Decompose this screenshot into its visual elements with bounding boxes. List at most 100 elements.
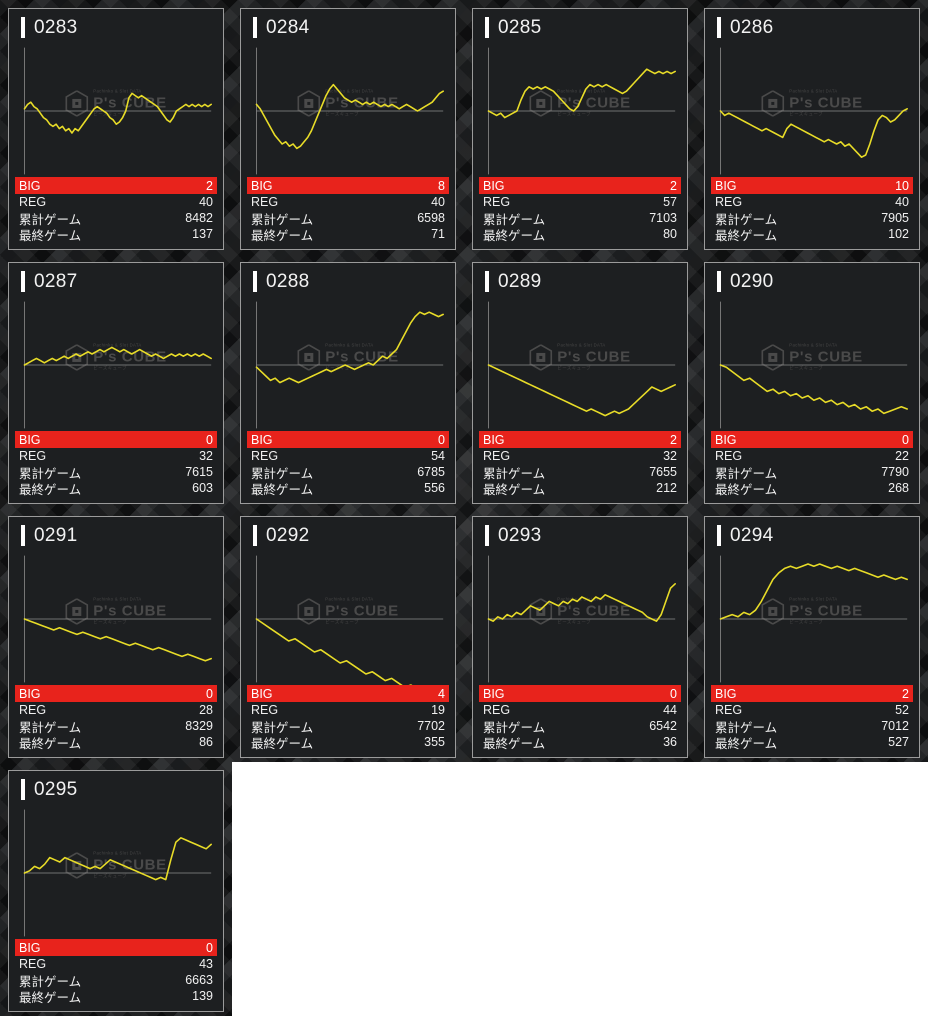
stat-label-last-games: 最終ゲーム	[715, 482, 778, 497]
stat-row-highlight: BIG 0	[15, 939, 217, 956]
stat-label-big: BIG	[715, 432, 737, 447]
stat-value-big: 0	[206, 686, 213, 701]
payout-line-chart	[483, 299, 677, 431]
machine-card-0288[interactable]: 0288 Pachinko & Slot DATA P's CUBE ピーズキューブ B…	[240, 262, 456, 504]
stat-value-last-games: 603	[192, 481, 213, 495]
stat-value-big: 2	[902, 686, 909, 701]
stats-table: BIG 0 REG 28 累計ゲーム 8329 最終ゲーム 86	[9, 685, 223, 757]
machine-card-0284[interactable]: 0284 Pachinko & Slot DATA P's CUBE ピーズキューブ B…	[240, 8, 456, 250]
stat-row: 累計ゲーム 7702	[247, 718, 449, 735]
stat-row: 累計ゲーム 7615	[15, 464, 217, 481]
machine-card-0291[interactable]: 0291 Pachinko & Slot DATA P's CUBE ピーズキューブ B…	[8, 516, 224, 758]
header-accent-bar-icon	[485, 270, 489, 292]
machine-card-slot: 0292 Pachinko & Slot DATA P's CUBE ピーズキューブ B…	[232, 508, 464, 762]
stat-row: 累計ゲーム 7790	[711, 464, 913, 481]
card-header: 0287	[9, 263, 223, 299]
stat-row: REG 44	[479, 702, 681, 718]
header-accent-bar-icon	[717, 524, 721, 546]
stat-row: REG 22	[711, 448, 913, 464]
stat-row: REG 40	[247, 194, 449, 210]
machine-card-slot: 0294 Pachinko & Slot DATA P's CUBE ピーズキューブ B…	[696, 508, 928, 762]
stats-table: BIG 10 REG 40 累計ゲーム 7905 最終ゲーム 102	[705, 177, 919, 249]
stat-label-reg: REG	[483, 449, 511, 463]
machine-card-0287[interactable]: 0287 Pachinko & Slot DATA P's CUBE ピーズキューブ B…	[8, 262, 224, 504]
stat-value-big: 0	[438, 432, 445, 447]
stat-label-big: BIG	[251, 432, 273, 447]
stat-label-last-games: 最終ゲーム	[19, 990, 82, 1005]
stat-value-last-games: 71	[431, 227, 445, 241]
stat-row: REG 32	[15, 448, 217, 464]
stat-label-reg: REG	[251, 449, 279, 463]
machine-number: 0289	[498, 270, 542, 292]
machine-card-0289[interactable]: 0289 Pachinko & Slot DATA P's CUBE ピーズキューブ B…	[472, 262, 688, 504]
machine-card-0294[interactable]: 0294 Pachinko & Slot DATA P's CUBE ピーズキューブ B…	[704, 516, 920, 758]
stat-row: 最終ゲーム 527	[711, 734, 913, 751]
machine-card-slot: 0289 Pachinko & Slot DATA P's CUBE ピーズキューブ B…	[464, 254, 696, 508]
stat-row: REG 40	[711, 194, 913, 210]
stat-row: 最終ゲーム 139	[15, 988, 217, 1005]
header-accent-bar-icon	[717, 16, 721, 38]
machine-card-0292[interactable]: 0292 Pachinko & Slot DATA P's CUBE ピーズキューブ B…	[240, 516, 456, 758]
stat-row: 最終ゲーム 71	[247, 226, 449, 243]
stat-row: REG 40	[15, 194, 217, 210]
machine-number: 0292	[266, 524, 310, 546]
stat-value-last-games: 80	[663, 227, 677, 241]
chart-area: Pachinko & Slot DATA P's CUBE ピーズキューブ	[251, 299, 445, 431]
machine-card-slot: 0290 Pachinko & Slot DATA P's CUBE ピーズキューブ B…	[696, 254, 928, 508]
stat-row: REG 19	[247, 702, 449, 718]
stat-value-total-games: 7905	[881, 211, 909, 225]
chart-area: Pachinko & Slot DATA P's CUBE ピーズキューブ	[483, 45, 677, 177]
stat-label-big: BIG	[19, 686, 41, 701]
stat-label-reg: REG	[715, 195, 743, 209]
empty-grid-area	[232, 762, 928, 1016]
stat-value-big: 8	[438, 178, 445, 193]
card-header: 0295	[9, 771, 223, 807]
stat-value-reg: 44	[663, 703, 677, 717]
card-header: 0285	[473, 9, 687, 45]
machine-card-0293[interactable]: 0293 Pachinko & Slot DATA P's CUBE ピーズキューブ B…	[472, 516, 688, 758]
machine-card-0295[interactable]: 0295 Pachinko & Slot DATA P's CUBE ピーズキューブ B…	[8, 770, 224, 1012]
machine-card-slot: 0285 Pachinko & Slot DATA P's CUBE ピーズキューブ B…	[464, 0, 696, 254]
card-header: 0288	[241, 263, 455, 299]
stat-row: 累計ゲーム 7655	[479, 464, 681, 481]
stat-label-last-games: 最終ゲーム	[19, 736, 82, 751]
machine-number: 0284	[266, 16, 310, 38]
chart-data-line	[24, 347, 211, 365]
machine-card-0283[interactable]: 0283 Pachinko & Slot DATA P's CUBE ピーズキューブ B…	[8, 8, 224, 250]
stat-label-last-games: 最終ゲーム	[19, 482, 82, 497]
stat-row-highlight: BIG 2	[711, 685, 913, 702]
stats-table: BIG 2 REG 32 累計ゲーム 7655 最終ゲーム 212	[473, 431, 687, 503]
chart-area: Pachinko & Slot DATA P's CUBE ピーズキューブ	[19, 299, 213, 431]
stat-value-reg: 22	[895, 449, 909, 463]
stat-value-total-games: 7615	[185, 465, 213, 479]
machine-card-slot: 0288 Pachinko & Slot DATA P's CUBE ピーズキューブ B…	[232, 254, 464, 508]
machine-card-0286[interactable]: 0286 Pachinko & Slot DATA P's CUBE ピーズキューブ B…	[704, 8, 920, 250]
machine-card-0290[interactable]: 0290 Pachinko & Slot DATA P's CUBE ピーズキューブ B…	[704, 262, 920, 504]
stat-value-total-games: 6663	[185, 973, 213, 987]
machine-card-slot: 0291 Pachinko & Slot DATA P's CUBE ピーズキューブ B…	[0, 508, 232, 762]
stat-value-big: 2	[206, 178, 213, 193]
chart-area: Pachinko & Slot DATA P's CUBE ピーズキューブ	[715, 299, 909, 431]
machine-number: 0291	[34, 524, 78, 546]
card-header: 0293	[473, 517, 687, 553]
machine-number: 0295	[34, 778, 78, 800]
stat-value-last-games: 527	[888, 735, 909, 749]
stat-value-reg: 40	[199, 195, 213, 209]
stat-row: 累計ゲーム 6598	[247, 210, 449, 227]
stat-label-reg: REG	[483, 703, 511, 717]
stat-label-last-games: 最終ゲーム	[19, 228, 82, 243]
stat-value-total-games: 6785	[417, 465, 445, 479]
stats-table: BIG 0 REG 44 累計ゲーム 6542 最終ゲーム 36	[473, 685, 687, 757]
stat-value-big: 2	[670, 432, 677, 447]
stat-value-reg: 28	[199, 703, 213, 717]
stat-label-reg: REG	[483, 195, 511, 209]
chart-data-line	[720, 564, 907, 619]
stat-label-reg: REG	[19, 703, 47, 717]
chart-area: Pachinko & Slot DATA P's CUBE ピーズキューブ	[19, 45, 213, 177]
stat-value-big: 0	[206, 940, 213, 955]
stat-row: REG 54	[247, 448, 449, 464]
stat-label-reg: REG	[715, 449, 743, 463]
machine-card-slot: 0295 Pachinko & Slot DATA P's CUBE ピーズキューブ B…	[0, 762, 232, 1016]
stat-value-total-games: 6542	[649, 719, 677, 733]
machine-card-0285[interactable]: 0285 Pachinko & Slot DATA P's CUBE ピーズキューブ B…	[472, 8, 688, 250]
